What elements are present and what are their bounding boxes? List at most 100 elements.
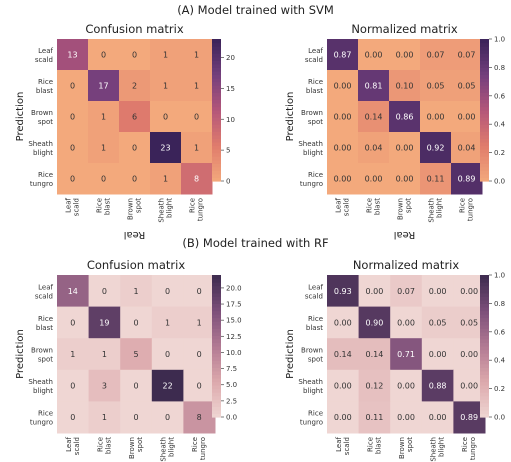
y-axis-label: Prediction bbox=[285, 329, 296, 379]
colorbar-tick-label: 0.4 bbox=[494, 121, 506, 129]
colorbar-segment bbox=[212, 296, 221, 301]
x-tick-label: Brownspot bbox=[397, 198, 413, 220]
heatmap-cell bbox=[358, 306, 391, 339]
colorbar-segment bbox=[212, 409, 221, 415]
colorbar-segment bbox=[212, 163, 221, 168]
colorbar-segment bbox=[480, 67, 489, 72]
colorbar-segment bbox=[480, 370, 489, 375]
heatmap-cell bbox=[57, 163, 89, 195]
heatmap-cell bbox=[327, 70, 359, 102]
x-tick-label: Leafscald bbox=[335, 436, 351, 455]
colorbar-segment bbox=[480, 314, 489, 319]
heatmap-cell bbox=[120, 369, 153, 402]
cell-value-label: 0.00 bbox=[365, 51, 383, 60]
colorbar-tick-label: 0.8 bbox=[494, 300, 505, 308]
colorbar-segment bbox=[212, 67, 221, 72]
heatmap-cell bbox=[183, 338, 216, 371]
colorbar-segment bbox=[212, 42, 221, 47]
colorbar-segment bbox=[480, 42, 489, 47]
cell-value-label: 0.00 bbox=[396, 51, 414, 60]
heatmap-cell bbox=[88, 39, 120, 71]
colorbar-tick-label: 0 bbox=[226, 178, 230, 186]
heatmap-cell bbox=[421, 369, 454, 402]
heatmap-cell bbox=[150, 163, 182, 195]
cell-value-label: 0.00 bbox=[334, 144, 352, 153]
colorbar-segment bbox=[212, 363, 221, 368]
colorbar-segment bbox=[480, 292, 489, 297]
cell-value-label: 0.00 bbox=[397, 318, 415, 327]
cell-value-label: 1 bbox=[101, 144, 106, 153]
cell-value-label: 0.14 bbox=[334, 350, 352, 359]
colorbar-segment bbox=[212, 46, 221, 51]
colorbar-segment bbox=[212, 413, 221, 418]
colorbar-segment bbox=[212, 49, 221, 54]
heatmap-cell bbox=[181, 132, 213, 164]
colorbar-tick-label: 10.0 bbox=[226, 349, 242, 357]
heatmap-cell bbox=[151, 401, 184, 434]
heatmap-cell bbox=[57, 132, 89, 164]
colorbar-segment bbox=[480, 131, 489, 136]
colorbar-segment bbox=[212, 285, 221, 290]
cell-value-label: 0.04 bbox=[365, 144, 383, 153]
y-tick-label: Rice tungro bbox=[30, 171, 53, 188]
heatmap-cell bbox=[119, 39, 151, 71]
cell-value-label: 17 bbox=[98, 82, 108, 91]
heatmap-cell bbox=[358, 101, 390, 133]
cell-value-label: 0.00 bbox=[396, 144, 414, 153]
cell-value-label: 0 bbox=[165, 350, 170, 359]
cell-value-label: 0.00 bbox=[334, 413, 352, 422]
colorbar-segment bbox=[212, 292, 221, 297]
colorbar-segment bbox=[212, 124, 221, 129]
colorbar-segment bbox=[480, 53, 489, 58]
colorbar-tick-label: 0.6 bbox=[494, 328, 506, 336]
colorbar-tick-label: 0.0 bbox=[226, 414, 237, 422]
cell-value-label: 0.00 bbox=[334, 113, 352, 122]
heatmap-cell bbox=[88, 101, 120, 133]
x-tick-label: Riceblast bbox=[366, 198, 382, 215]
colorbar-segment bbox=[480, 170, 489, 175]
colorbar-segment bbox=[212, 141, 221, 147]
cell-value-label: 0.89 bbox=[458, 175, 476, 184]
colorbar-segment bbox=[212, 99, 221, 104]
colorbar-segment bbox=[480, 388, 489, 393]
heatmap-cell bbox=[358, 338, 391, 371]
chart-title: Normalized matrix bbox=[351, 22, 458, 36]
heatmap-cell bbox=[358, 275, 391, 308]
x-tick-label: Leafscald bbox=[335, 197, 351, 216]
colorbar-segment bbox=[212, 331, 221, 336]
cell-value-label: 0.00 bbox=[429, 350, 447, 359]
colorbar-segment bbox=[480, 299, 489, 304]
chart-title: Confusion matrix bbox=[85, 22, 184, 36]
heatmap-cell bbox=[120, 306, 153, 339]
heatmap-cell bbox=[327, 275, 360, 308]
colorbar-segment bbox=[480, 392, 489, 397]
cell-value-label: 0.00 bbox=[460, 287, 478, 296]
heatmap-cell bbox=[420, 132, 452, 164]
colorbar-segment bbox=[480, 413, 489, 418]
colorbar-segment bbox=[212, 306, 221, 312]
heatmap-cell bbox=[57, 39, 89, 71]
heatmap-cell bbox=[88, 132, 120, 164]
x-tick-label: Sheathblight bbox=[430, 437, 446, 462]
colorbar-segment bbox=[480, 78, 489, 83]
cell-value-label: 0 bbox=[165, 413, 170, 422]
colorbar-segment bbox=[480, 367, 489, 372]
colorbar-segment bbox=[480, 335, 489, 340]
colorbar-segment bbox=[212, 346, 221, 351]
colorbar-segment bbox=[480, 117, 489, 122]
heatmap-cell bbox=[57, 101, 89, 133]
x-tick-label: Leafscald bbox=[65, 197, 81, 216]
heatmap-cell bbox=[421, 401, 454, 434]
colorbar-segment bbox=[212, 374, 221, 379]
heatmap-cell bbox=[420, 70, 452, 102]
colorbar-segment bbox=[480, 110, 489, 115]
cell-value-label: 23 bbox=[160, 144, 170, 153]
cell-value-label: 1 bbox=[194, 82, 199, 91]
colorbar-segment bbox=[212, 39, 221, 44]
colorbar-tick-label: 1.0 bbox=[494, 272, 505, 280]
cell-value-label: 0 bbox=[133, 382, 138, 391]
colorbar-segment bbox=[480, 113, 489, 118]
cell-value-label: 0 bbox=[70, 113, 75, 122]
colorbar-segment bbox=[480, 120, 489, 125]
colorbar-segment bbox=[480, 346, 489, 351]
